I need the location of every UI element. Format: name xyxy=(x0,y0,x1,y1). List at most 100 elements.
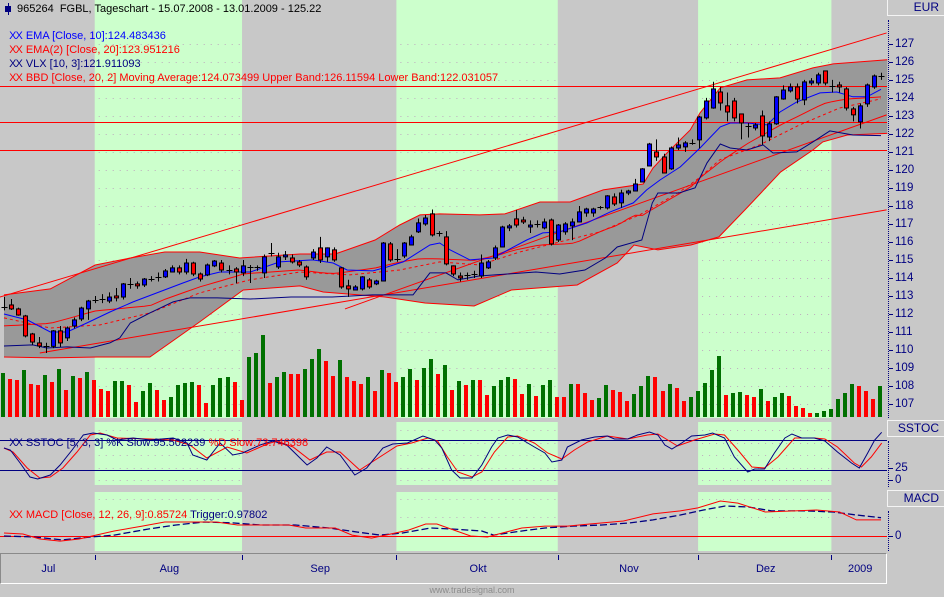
volume-bar xyxy=(240,400,244,417)
candle-body xyxy=(697,116,702,141)
volume-bar xyxy=(506,377,510,417)
axis-tick-label: 127 xyxy=(889,37,914,51)
volume-bar xyxy=(261,335,265,417)
candle xyxy=(148,276,155,282)
candle xyxy=(444,231,449,266)
candle-body xyxy=(37,342,42,347)
volume-bar xyxy=(850,384,854,417)
macd-trigger-line xyxy=(3,505,882,541)
right-axis-column[interactable]: EUR 127 126 125 124 123 122 121 120 119 118 117 116… xyxy=(887,0,944,553)
indicator-marker-icon[interactable]: XX xyxy=(9,509,23,521)
legend-vlx[interactable]: XX VLX [10, 3]:121.911093 xyxy=(3,45,141,71)
candle-body xyxy=(837,84,842,88)
legend-bbd-text: BBD [Close, 20, 2] Moving Average:124.07… xyxy=(25,72,499,84)
axis-tick-label: 111 xyxy=(889,325,912,339)
time-axis[interactable]: Jul Aug Sep Okt Nov Dez 2009 xyxy=(0,553,887,584)
legend-vlx-text: VLX [10, 3]:121.911093 xyxy=(25,58,141,70)
axis-tick-label: 115 xyxy=(889,253,913,267)
axis-tick-label: 112 xyxy=(889,307,913,321)
candle-body xyxy=(493,247,498,259)
volume-bar xyxy=(394,382,398,417)
volume-bar xyxy=(78,378,82,417)
indicator-marker-icon[interactable]: XX xyxy=(9,58,23,70)
volume-bar xyxy=(415,380,419,417)
candle xyxy=(367,277,372,289)
legend-bbd[interactable]: XX BBD [Close, 20, 2] Moving Average:124.… xyxy=(3,59,498,85)
candle xyxy=(283,250,288,260)
candle-body xyxy=(662,156,667,174)
candle xyxy=(394,249,401,262)
volume-bar xyxy=(590,400,594,417)
candle-body xyxy=(823,70,828,84)
volume-bar xyxy=(513,379,517,417)
volume-bar xyxy=(878,386,882,417)
indicator-marker-icon[interactable]: XX xyxy=(9,44,23,56)
macd-panel[interactable] xyxy=(0,500,887,542)
candle xyxy=(486,259,491,269)
volume-bar xyxy=(668,384,672,417)
candle xyxy=(626,189,631,196)
indicator-marker-icon[interactable]: XX xyxy=(9,437,23,449)
candle-body xyxy=(51,330,56,347)
candle-body xyxy=(816,74,821,84)
volume-bar xyxy=(731,393,735,417)
legend-ema20[interactable]: XX EMA(2) [Close, 20]:123.951216 xyxy=(3,31,180,57)
candle xyxy=(23,314,28,338)
candle-body xyxy=(760,115,765,137)
volume-bar xyxy=(408,369,412,417)
candle-body xyxy=(65,327,70,339)
volume-bar xyxy=(682,401,686,417)
bollinger-upper-band xyxy=(3,59,888,296)
candle-body xyxy=(732,100,737,119)
volume-bar xyxy=(773,397,777,417)
legend-macd[interactable]: XX MACD [Close, 12, 26, 9]:0.85724 Trigge… xyxy=(3,496,267,522)
volume-bar xyxy=(534,396,538,417)
candle-body xyxy=(163,270,168,278)
legend-ema10[interactable]: XX EMA [Close, 10]:124.483436 xyxy=(3,17,166,43)
volume-bar xyxy=(1,373,5,417)
candle-body xyxy=(23,315,28,337)
axis-tick-label: 124 xyxy=(889,91,914,105)
trendline[interactable] xyxy=(39,209,887,354)
candle-body xyxy=(514,218,519,226)
sstoc-k-line xyxy=(3,431,883,480)
trendline[interactable] xyxy=(344,114,887,310)
candle-body xyxy=(9,304,14,310)
volume-bar xyxy=(296,374,300,417)
candle-body xyxy=(135,283,140,287)
candle xyxy=(114,288,119,302)
legend-sstoc[interactable]: XX SSTOC [5, 3, 3] %K Slow:95.502239 %D S… xyxy=(3,424,308,450)
sstoc-panel[interactable] xyxy=(0,431,887,480)
volume-bar xyxy=(492,386,496,417)
time-axis-tick xyxy=(94,555,96,560)
candle-body xyxy=(409,236,414,246)
volume-bar xyxy=(604,385,608,417)
time-axis-label: Jul xyxy=(41,563,56,575)
indicator-marker-icon[interactable]: XX xyxy=(9,30,23,42)
candle xyxy=(471,270,478,278)
candle-body xyxy=(339,267,344,288)
volume-bar xyxy=(176,385,180,417)
volume-bar xyxy=(450,390,454,417)
volume-bar xyxy=(724,395,728,417)
trendline[interactable] xyxy=(0,32,887,298)
candle-body xyxy=(86,300,91,310)
candle xyxy=(30,332,35,345)
candle xyxy=(669,146,674,170)
candle xyxy=(556,223,561,242)
candle xyxy=(753,123,758,131)
candle xyxy=(844,87,849,111)
bollinger-moving-average xyxy=(3,96,882,327)
volume-bar xyxy=(703,383,707,417)
time-axis-label: Aug xyxy=(159,563,180,575)
indicator-marker-icon[interactable]: XX xyxy=(9,72,23,84)
volume-bar xyxy=(499,380,503,417)
axis-tick-label: 125 xyxy=(889,73,914,87)
candle xyxy=(142,277,147,287)
candle xyxy=(268,243,275,257)
volume-bar xyxy=(380,370,384,417)
volume-bar xyxy=(268,383,272,417)
ema20-line xyxy=(3,98,882,329)
candle xyxy=(809,78,814,86)
